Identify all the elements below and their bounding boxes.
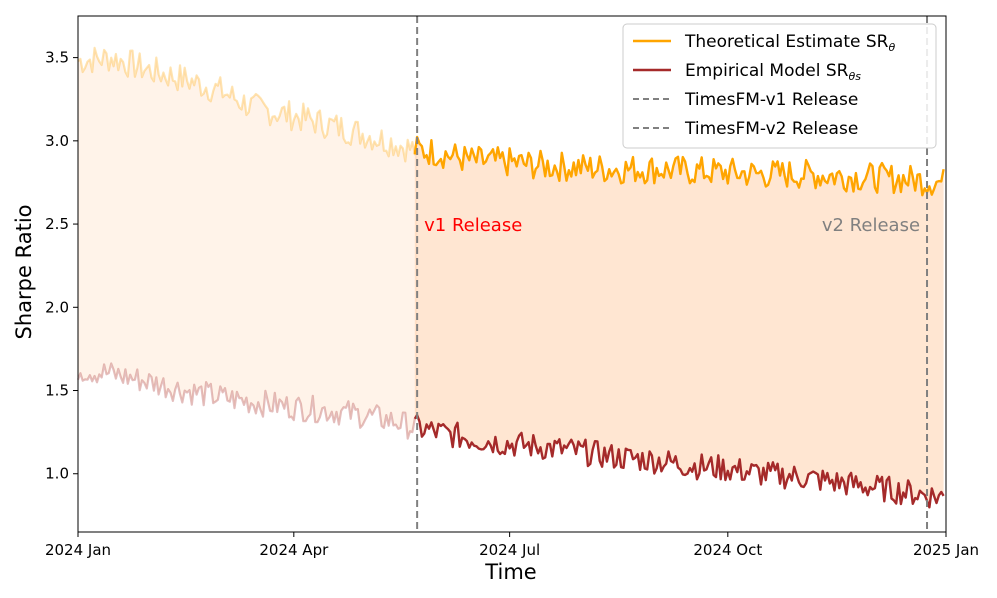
x-tick-label: 2025 Jan xyxy=(913,541,979,559)
x-axis-ticks: 2024 Jan 2024 Apr 2024 Jul 2024 Oct 2025 Jan xyxy=(45,532,979,559)
annotations: v1 Release v2 Release xyxy=(424,215,920,236)
legend-entry-label: TimesFM-v1 Release xyxy=(684,90,858,110)
fill-region-post-release xyxy=(414,136,944,508)
legend-entry-label: Theoretical Estimate SRθ xyxy=(684,32,895,54)
series-line-1-faded xyxy=(76,362,419,440)
fill-region-pre-release xyxy=(78,47,418,439)
series-lines xyxy=(76,46,945,509)
release-lines xyxy=(416,16,929,532)
fill-between-region xyxy=(78,47,944,508)
legend-box xyxy=(622,23,937,149)
y-axis-label: Sharpe Ratio xyxy=(12,205,36,340)
y-tick-label: 1.5 xyxy=(45,382,69,400)
x-tick-label: 2024 Apr xyxy=(259,541,329,559)
x-tick-label: 2024 Oct xyxy=(693,541,762,559)
y-tick-label: 2.0 xyxy=(45,298,69,316)
y-tick-label: 3.5 xyxy=(45,49,69,67)
release-annotation-2: v2 Release xyxy=(822,215,920,236)
x-axis-label: Time xyxy=(484,560,536,584)
x-tick-label: 2024 Jul xyxy=(479,541,540,559)
legend: Theoretical Estimate SRθ Empirical Model … xyxy=(622,23,937,149)
y-tick-label: 2.5 xyxy=(45,215,69,233)
legend-entry-label: TimesFM-v2 Release xyxy=(684,119,858,139)
release-annotation-1: v1 Release xyxy=(424,215,522,236)
y-tick-label: 3.0 xyxy=(45,132,69,150)
series-line-0 xyxy=(413,135,945,197)
axes-frame xyxy=(77,15,947,533)
x-tick-label: 2024 Jan xyxy=(45,541,111,559)
legend-entry-label: Empirical Model SRθs xyxy=(685,61,861,83)
y-axis-ticks: 1.0 1.5 2.0 2.5 3.0 3.5 xyxy=(45,49,78,483)
y-tick-label: 1.0 xyxy=(45,465,69,483)
series-line-1 xyxy=(413,413,945,509)
series-line-0-faded xyxy=(77,46,419,163)
